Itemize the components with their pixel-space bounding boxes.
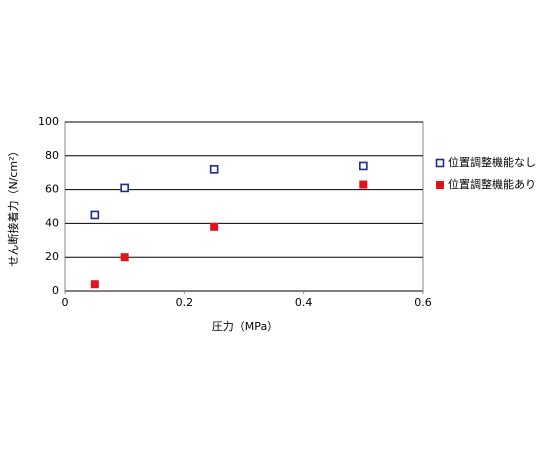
point — [359, 180, 368, 189]
point — [120, 253, 129, 262]
plot-area — [64, 121, 424, 292]
y-tick-label: 80 — [45, 149, 59, 162]
legend-label: 位置調整機能あり — [448, 177, 536, 191]
x-tick-label: 0 — [62, 296, 69, 309]
point — [359, 161, 368, 171]
point — [90, 280, 99, 289]
y-tick-label: 60 — [45, 183, 59, 196]
x-tick-label: 0.6 — [414, 296, 432, 309]
point — [209, 165, 219, 174]
x-tick-label: 0.2 — [176, 296, 194, 309]
y-tick-label: 40 — [45, 216, 59, 229]
point — [90, 210, 100, 220]
legend-label: 位置調整機能なし — [448, 155, 536, 169]
x-axis-label: 圧力（MPa） — [212, 320, 278, 333]
y-tick-label: 100 — [38, 115, 59, 128]
legend-marker — [436, 181, 444, 189]
point — [210, 222, 219, 231]
y-tick-label: 0 — [52, 284, 59, 297]
x-tick-label: 0.4 — [295, 296, 313, 309]
y-axis-label: せん断接着力（N/cm²） — [6, 145, 20, 266]
legend-marker — [435, 158, 445, 168]
point — [120, 183, 129, 193]
y-tick-label: 20 — [45, 250, 59, 263]
